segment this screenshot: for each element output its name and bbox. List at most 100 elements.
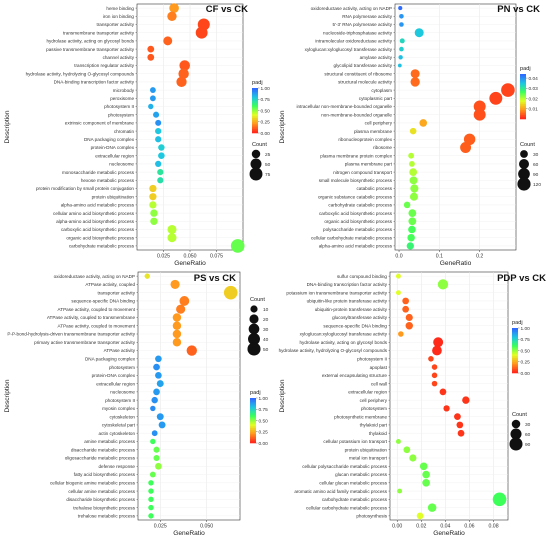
size-legend-dot [250, 305, 258, 313]
term-label: hydrolase activity, hydrolyzing O-glycos… [26, 71, 135, 76]
panel-ps: oxidoreductase activity, acting on NADP A… [4, 271, 269, 537]
colorbar-tick-label: 0.00 [261, 131, 271, 137]
term-label: extracellular region [348, 390, 387, 395]
data-point [405, 313, 413, 322]
term-label: xyloglucan:xyloglucosyl transferase acti… [300, 332, 388, 337]
size-legend-dot [510, 428, 522, 440]
colorbar-segment [250, 407, 256, 410]
data-point [223, 285, 238, 300]
data-point [463, 133, 476, 146]
size-legend-label: 30 [533, 152, 539, 158]
data-point [431, 364, 438, 370]
data-point [155, 127, 162, 135]
term-label: cellular potassium ion transport [323, 439, 387, 444]
term-label: ATPase activity, coupled [85, 282, 135, 287]
colorbar-segment [512, 358, 518, 361]
term-label: photosystem [109, 365, 135, 370]
data-point [156, 380, 164, 388]
colorbar-tick-label: 0.50 [261, 108, 271, 114]
size-legend-dot [249, 167, 263, 181]
data-point [409, 160, 415, 167]
term-label: protein ubiquitination [92, 194, 135, 199]
term-label: sequence-specific DNA binding [323, 323, 387, 328]
colorbar-segment [512, 331, 518, 334]
term-label: ATPase activity, coupled to movement [58, 323, 136, 328]
size-legend-dot [250, 158, 262, 170]
data-point [153, 388, 160, 396]
data-point [437, 279, 449, 290]
data-point [172, 329, 182, 339]
data-point [410, 184, 419, 193]
y-axis-title: Description [279, 379, 286, 412]
term-label: extracellular region [96, 381, 135, 386]
panel-pn: oxidoreductase activity, acting on NADP R… [279, 3, 541, 267]
data-point [144, 273, 150, 279]
term-label: carbohydrate catabolic process [328, 203, 392, 208]
term-label: photosystem II [357, 357, 387, 362]
colorbar-segment [252, 91, 258, 94]
term-label: metal ion transport [349, 456, 388, 461]
colorbar-segment [520, 117, 526, 120]
term-label: cellular polysaccharide metabolic proces… [302, 464, 387, 469]
term-label: carboxylic acid biosynthetic process [61, 227, 135, 232]
data-point [431, 380, 438, 387]
data-point [432, 345, 442, 356]
term-label: iron ion binding [103, 14, 135, 19]
data-point [460, 142, 472, 153]
colorbar-segment [512, 329, 518, 333]
x-tick-label: 0.050 [200, 524, 213, 530]
data-point [473, 100, 486, 113]
term-label: organic substance catabolic process [318, 194, 393, 199]
size-legend-dot [247, 342, 261, 356]
colorbar-segment [520, 89, 526, 92]
term-label: xyloglucan:xyloglucosyl transferase acti… [305, 47, 393, 52]
x-tick-label: 0.1 [436, 254, 443, 260]
colorbar-segment [252, 123, 258, 126]
size-legend-dot [520, 150, 528, 158]
term-label: oxidoreductase activity, acting on NADP [54, 274, 135, 279]
term-label: amine metabolic process [84, 439, 136, 444]
colorbar-segment [520, 74, 526, 77]
x-axis-title: GeneRatio [433, 530, 465, 537]
colorbar-segment [520, 96, 526, 99]
term-label: catabolic process [357, 186, 393, 191]
colorbar-tick-label: 0.75 [261, 97, 271, 103]
data-point [443, 405, 450, 412]
term-label: cellular glucan metabolic process [319, 481, 387, 486]
size-legend-dot [248, 323, 260, 335]
x-tick-label: 0.02 [416, 524, 426, 530]
colorbar-segment [520, 115, 526, 118]
data-point [403, 446, 411, 454]
data-point [153, 111, 160, 118]
size-legend-label: 30 [263, 327, 269, 333]
data-point [410, 77, 420, 87]
size-legend-label: 25 [265, 152, 271, 158]
term-label: DNA-binding transcription factor activit… [54, 80, 135, 85]
colorbar-segment [250, 439, 256, 442]
term-label: photosystem II [105, 398, 135, 403]
term-label: cytoskeletal part [102, 423, 136, 428]
size-legend-title: Count [520, 142, 535, 148]
data-point [409, 192, 418, 201]
data-point [456, 421, 464, 429]
colorbar-segment [520, 81, 526, 84]
term-label: hexose metabolic process [81, 178, 135, 183]
colorbar-segment [252, 97, 258, 100]
colorbar-tick-label: 0.75 [521, 337, 531, 343]
colorbar-segment [520, 79, 526, 82]
data-point [454, 413, 461, 421]
data-point [422, 470, 430, 479]
colorbar-segment [520, 102, 526, 105]
x-tick-label: 0.00 [392, 524, 402, 530]
data-point [176, 76, 187, 88]
colorbar-segment [512, 348, 518, 351]
term-label: disaccharide biosynthetic process [66, 497, 135, 502]
term-label: photosynthesis [356, 514, 387, 519]
term-label: protein modification by small protein co… [36, 186, 134, 191]
colorbar-segment [250, 428, 256, 431]
term-label: photosystem II [104, 104, 134, 109]
colorbar-segment [252, 93, 258, 96]
term-label: fatty acid biosynthetic process [74, 472, 136, 477]
term-label: trehalose biosynthetic process [73, 505, 135, 510]
colorbar-segment [520, 100, 526, 103]
